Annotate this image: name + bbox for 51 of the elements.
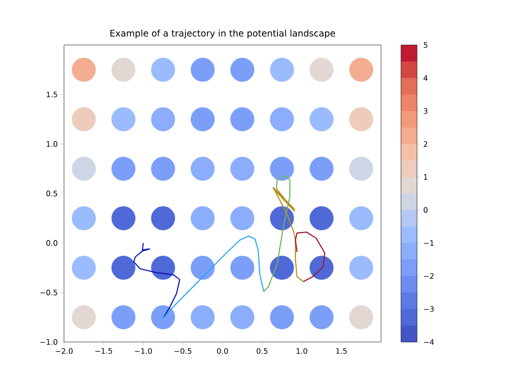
point	[310, 107, 334, 132]
point	[349, 305, 374, 330]
point	[270, 156, 294, 181]
point	[151, 107, 176, 132]
point	[151, 58, 176, 82]
point	[310, 206, 334, 230]
point	[310, 256, 334, 280]
point	[190, 305, 215, 330]
point	[349, 156, 374, 181]
point	[190, 206, 215, 230]
point	[72, 305, 96, 330]
point	[72, 107, 96, 132]
point	[151, 156, 176, 181]
point	[111, 58, 136, 82]
point	[230, 305, 254, 330]
point	[151, 206, 176, 230]
point	[111, 305, 136, 330]
point	[111, 156, 136, 181]
point	[72, 58, 96, 82]
point	[190, 156, 215, 181]
point	[151, 256, 176, 280]
point	[349, 107, 374, 132]
point	[72, 256, 96, 280]
point	[310, 156, 334, 181]
chart-title: Example of a trajectory in the potential landscape	[110, 30, 336, 38]
point	[230, 156, 254, 181]
point	[270, 107, 294, 132]
point	[270, 305, 294, 330]
point	[349, 256, 374, 280]
point	[349, 206, 374, 230]
point	[151, 305, 176, 330]
point	[230, 256, 254, 280]
point	[230, 206, 254, 230]
point	[349, 58, 374, 82]
point	[190, 107, 215, 132]
point	[270, 256, 294, 280]
point	[310, 58, 334, 82]
line-series	[294, 232, 326, 282]
point	[111, 107, 136, 132]
line-series	[272, 187, 304, 282]
line-series	[263, 175, 290, 292]
point	[111, 206, 136, 230]
point	[310, 305, 334, 330]
point	[270, 58, 294, 82]
point	[190, 256, 215, 280]
point	[230, 58, 254, 82]
point	[190, 58, 215, 82]
point	[72, 156, 96, 181]
point	[230, 107, 254, 132]
point	[72, 206, 96, 230]
point	[111, 256, 136, 280]
